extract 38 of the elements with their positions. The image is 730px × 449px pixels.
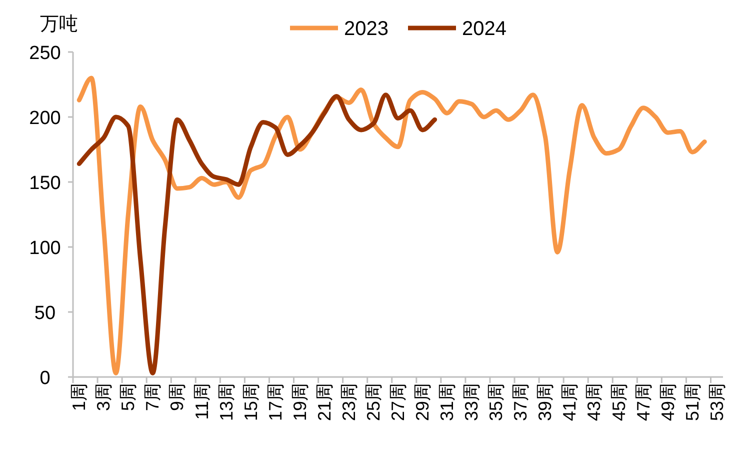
x-tick-label: 5周 — [118, 383, 138, 412]
y-tick-label: 50 — [34, 303, 56, 324]
x-tick-label: 7周 — [142, 383, 163, 412]
x-tick-label: 43周 — [584, 383, 604, 422]
y-tick-label: 150 — [29, 173, 61, 194]
line-series — [76, 76, 707, 376]
x-tick-label: 47周 — [633, 383, 654, 422]
y-tick-label: 250 — [29, 43, 61, 64]
x-tick-label: 23周 — [338, 383, 359, 422]
x-tick-label: 15周 — [240, 383, 261, 422]
x-tick-label: 25周 — [363, 383, 384, 422]
x-tick-label: 21周 — [314, 383, 334, 422]
x-tick-label: 51周 — [682, 383, 702, 422]
x-tick-label: 35周 — [486, 383, 506, 422]
y-tick-label: 100 — [29, 238, 61, 259]
x-tick-label: 49周 — [658, 383, 678, 422]
x-tick-label: 29周 — [412, 383, 433, 422]
line-series — [76, 92, 438, 376]
x-tick-label: 17周 — [265, 383, 286, 422]
x-tick-label: 53周 — [706, 383, 727, 422]
x-tick-label: 9周 — [167, 383, 188, 412]
y-tick-label: 0 — [40, 368, 50, 389]
x-tick-label: 1周 — [69, 383, 90, 412]
x-tick-label: 37周 — [510, 383, 531, 422]
x-tick-label: 27周 — [388, 383, 408, 422]
x-tick-label: 3周 — [94, 383, 114, 412]
x-tick-label: 13周 — [216, 383, 236, 422]
legend-label: 2023 — [344, 18, 388, 40]
legend-label: 2024 — [462, 18, 506, 40]
x-tick-label: 11周 — [192, 383, 212, 420]
x-tick-label: 39周 — [535, 383, 556, 422]
x-tick-label: 41周 — [560, 383, 580, 422]
x-tick-label: 45周 — [608, 383, 629, 422]
y-tick-label: 200 — [29, 108, 61, 129]
x-tick-label: 33周 — [462, 383, 482, 422]
x-tick-label: 19周 — [290, 383, 310, 422]
x-tick-label: 31周 — [437, 383, 458, 422]
y-axis-title: 万吨 — [40, 14, 78, 35]
